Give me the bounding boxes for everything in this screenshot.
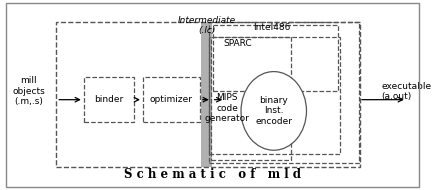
Ellipse shape (241, 72, 306, 150)
Text: optimizer: optimizer (150, 95, 193, 104)
Text: SPARC: SPARC (223, 39, 252, 48)
FancyBboxPatch shape (201, 22, 212, 167)
Text: binary
Inst.
encoder: binary Inst. encoder (255, 96, 292, 126)
Text: MIPS
code
generator: MIPS code generator (205, 93, 250, 123)
Text: mill
objects
(.m,.s): mill objects (.m,.s) (12, 76, 45, 106)
Text: S c h e m a t i c   o f   m l d: S c h e m a t i c o f m l d (124, 168, 301, 181)
Text: executable
(a.out): executable (a.out) (381, 82, 432, 101)
Text: Intel486: Intel486 (253, 23, 290, 32)
Text: Intermediate
(.lc): Intermediate (.lc) (178, 16, 235, 35)
Text: binder: binder (94, 95, 123, 104)
